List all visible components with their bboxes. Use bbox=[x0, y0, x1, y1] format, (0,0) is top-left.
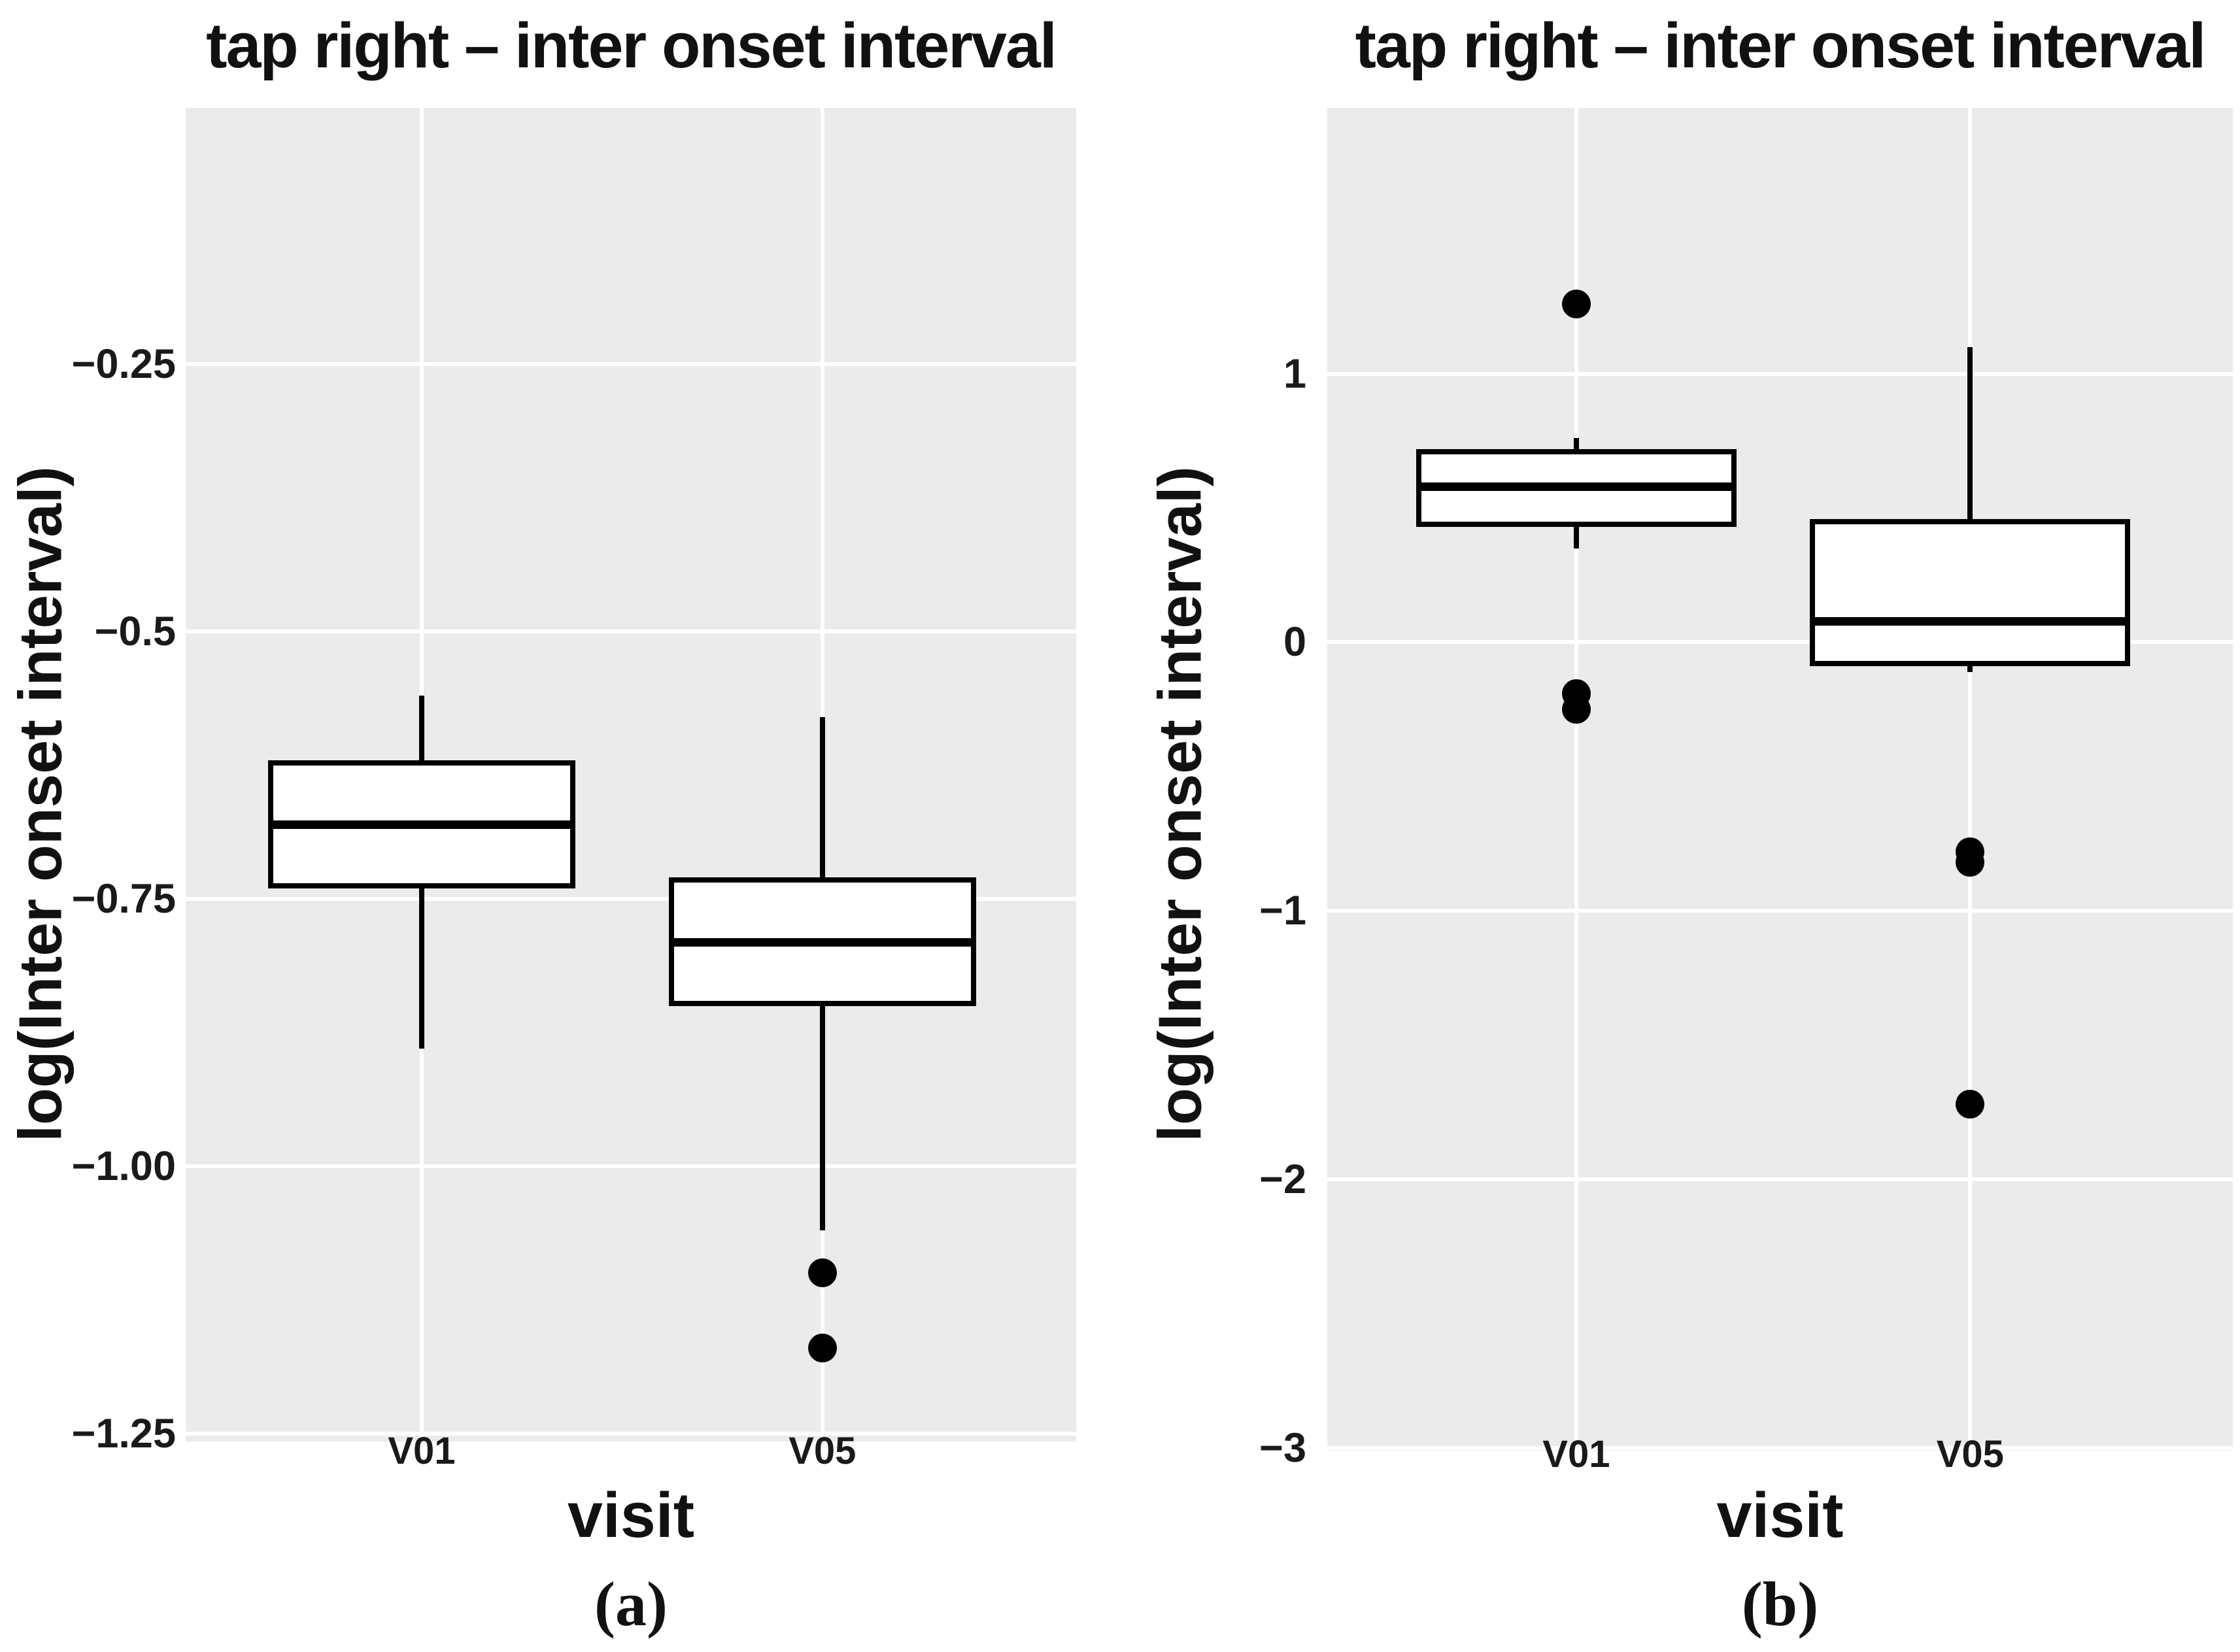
outlier-dot bbox=[1561, 695, 1591, 724]
x-axis-label: visit bbox=[1716, 1479, 1844, 1551]
gridline-vertical bbox=[1968, 108, 1973, 1451]
y-tick-label: −2 bbox=[1259, 1156, 1306, 1203]
y-tick-label: 0 bbox=[1283, 619, 1306, 666]
upper-whisker bbox=[418, 696, 424, 760]
lower-whisker bbox=[1967, 666, 1973, 672]
gridline-horizontal bbox=[1327, 1445, 2233, 1450]
outlier-dot bbox=[1956, 848, 1985, 877]
gridline-horizontal bbox=[186, 362, 1076, 367]
lower-whisker bbox=[418, 888, 424, 1049]
gridline-vertical bbox=[1574, 108, 1578, 1451]
plot-area bbox=[1327, 108, 2233, 1451]
median-line bbox=[267, 820, 575, 829]
subfigure-a: tap right – inter onset interval log(Int… bbox=[6, 10, 1076, 1639]
gridline-horizontal bbox=[1327, 640, 2233, 645]
outlier-dot bbox=[1561, 289, 1591, 318]
y-axis-label: log(Inter onset interval) bbox=[1145, 466, 1214, 1142]
gridline-horizontal bbox=[186, 1431, 1076, 1436]
y-tick-label: 1 bbox=[1283, 350, 1306, 397]
x-tick-label: V01 bbox=[388, 1430, 456, 1472]
lower-whisker bbox=[1573, 526, 1579, 548]
gridline-horizontal bbox=[1327, 909, 2233, 913]
y-tick-label: −1.25 bbox=[71, 1410, 176, 1457]
y-axis-label: log(Inter onset interval) bbox=[6, 466, 75, 1142]
x-tick-label: V05 bbox=[789, 1430, 857, 1472]
median-line bbox=[668, 937, 976, 947]
y-tick-label: −0.75 bbox=[71, 876, 176, 922]
gridline-horizontal bbox=[186, 1164, 1076, 1168]
gridline-horizontal bbox=[1327, 371, 2233, 376]
subfigure-b: tap right – inter onset interval log(Int… bbox=[1120, 0, 2240, 1652]
upper-whisker bbox=[819, 717, 825, 878]
y-tick-label: −1.00 bbox=[71, 1143, 176, 1189]
lower-whisker bbox=[819, 1005, 825, 1231]
median-line bbox=[1810, 616, 2131, 626]
outlier-dot bbox=[807, 1333, 837, 1362]
subfigure-caption: (b) bbox=[1741, 1569, 1819, 1639]
outlier-dot bbox=[1956, 1090, 1985, 1119]
gridline-horizontal bbox=[186, 630, 1076, 634]
chart-title: tap right – inter onset interval bbox=[1355, 10, 2207, 81]
gridline-horizontal bbox=[1327, 1177, 2233, 1182]
y-tick-label: −0.5 bbox=[94, 609, 176, 655]
x-axis-label: visit bbox=[567, 1479, 695, 1551]
y-tick-label: −1 bbox=[1259, 888, 1306, 934]
outlier-dot bbox=[807, 1258, 837, 1288]
median-line bbox=[1416, 482, 1737, 492]
chart-title: tap right – inter onset interval bbox=[206, 10, 1057, 81]
x-tick-label: V01 bbox=[1542, 1433, 1610, 1475]
upper-whisker bbox=[1573, 438, 1579, 449]
y-tick-label: −0.25 bbox=[71, 341, 176, 388]
x-tick-label: V05 bbox=[1936, 1433, 2004, 1475]
upper-whisker bbox=[1967, 346, 1973, 519]
y-tick-label: −3 bbox=[1259, 1424, 1306, 1471]
plot-area bbox=[186, 108, 1076, 1441]
iqr-box bbox=[1810, 518, 2131, 667]
subfigure-caption: (a) bbox=[594, 1569, 668, 1639]
gridline-horizontal bbox=[186, 897, 1076, 902]
